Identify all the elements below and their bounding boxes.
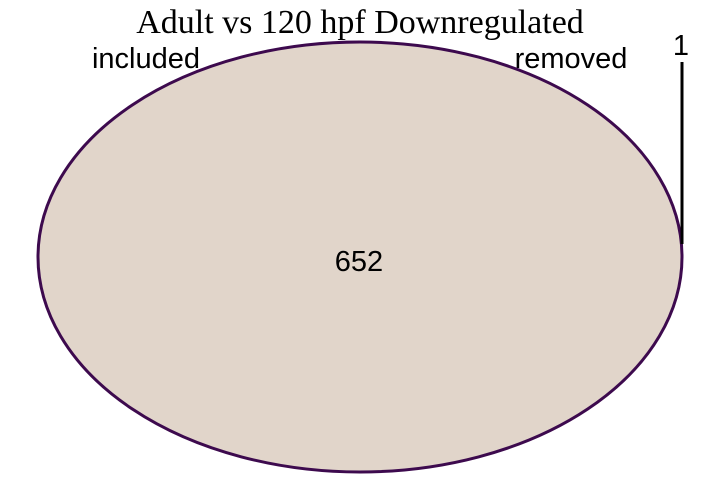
- included-set-ellipse: [36, 40, 684, 474]
- region-count-included-only: 652: [335, 246, 383, 278]
- diagram-title: Adult vs 120 hpf Downregulated: [136, 4, 584, 41]
- set-label-included: included: [92, 43, 200, 75]
- set-label-removed: removed: [515, 43, 628, 75]
- region-count-removed-only: 1: [673, 30, 689, 62]
